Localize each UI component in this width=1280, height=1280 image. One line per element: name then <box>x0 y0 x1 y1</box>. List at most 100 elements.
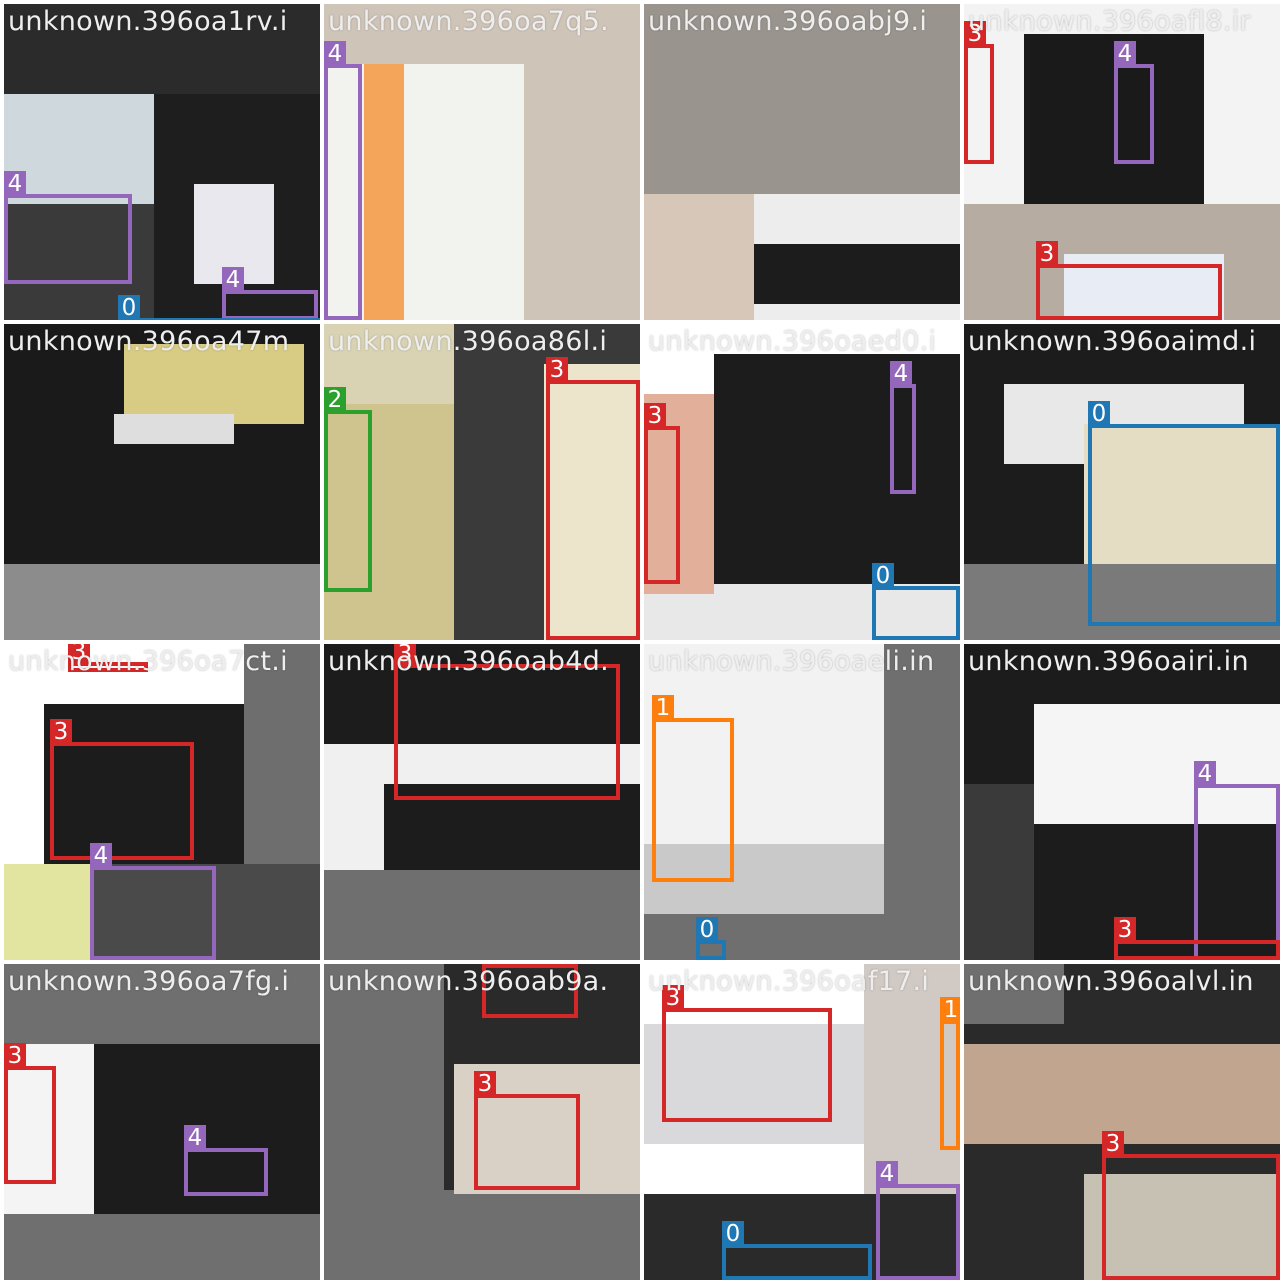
class-label: 3 <box>1114 917 1136 944</box>
bounding-box: 4 <box>222 267 318 320</box>
class-label: 3 <box>662 985 684 1012</box>
photo-region <box>364 64 404 320</box>
bounding-box: 3 <box>474 1071 580 1190</box>
class-label: 4 <box>4 171 26 198</box>
class-label: 0 <box>1088 401 1110 428</box>
tile-filename: unknown.396oaed0.i <box>648 326 937 357</box>
mosaic-tile: 3 1 4 0 unknown.396oaf17.i <box>644 964 960 1280</box>
photo-region <box>714 354 960 584</box>
bounding-box: 3 <box>50 719 194 860</box>
mosaic-tile: 3 3 4 unknown.396oa7ct.i <box>4 644 320 960</box>
tile-filename: unknown.396oa1rv.i <box>8 6 288 37</box>
class-label: 3 <box>68 644 90 666</box>
bounding-box: 4 <box>324 41 362 320</box>
photo-region <box>964 1044 1280 1144</box>
photo-region <box>4 964 320 1044</box>
photo-region <box>4 564 320 640</box>
photo-region <box>964 784 1034 960</box>
class-label: 0 <box>118 295 140 320</box>
bounding-box: 3 <box>68 644 148 672</box>
photo-region <box>4 1214 320 1280</box>
bounding-box: 3 <box>964 21 994 164</box>
mosaic-tile: 3 unknown.396oab4d. <box>324 644 640 960</box>
class-label: 2 <box>324 387 346 414</box>
tile-filename: unknown.396oalvl.in <box>968 966 1254 997</box>
bounding-box: 1 <box>652 695 734 882</box>
photo-region <box>324 644 640 744</box>
bounding-box: 4 <box>90 843 216 960</box>
class-label: 4 <box>876 1161 898 1188</box>
tile-filename: unknown.396oa86l.i <box>328 326 608 357</box>
bounding-box: 3 <box>546 357 640 640</box>
photo-region <box>324 870 640 960</box>
class-label: 0 <box>696 917 718 944</box>
photo-region <box>644 1024 864 1144</box>
photo-region <box>754 244 960 304</box>
mosaic-tile: 2 3 unknown.396oa86l.i <box>324 324 640 640</box>
mosaic-tile: 3 unknown.396oalvl.in <box>964 964 1280 1280</box>
bounding-box: 4 <box>876 1161 960 1280</box>
bounding-box: 4 <box>4 171 132 284</box>
class-label: 0 <box>872 563 894 590</box>
photo-region <box>644 4 960 194</box>
photo-region <box>1034 704 1280 824</box>
class-label: 3 <box>1102 1131 1124 1158</box>
bounding-box: 3 <box>394 644 620 800</box>
photo-region <box>324 404 454 640</box>
bounding-box: 4 <box>1194 761 1280 960</box>
class-label: 3 <box>964 21 986 48</box>
photo-region <box>114 414 234 444</box>
photo-region <box>644 914 884 960</box>
class-label: 0 <box>722 1221 744 1248</box>
class-label: 3 <box>394 644 416 668</box>
tile-filename: unknown.396oa7q5. <box>328 6 610 37</box>
mosaic-tile: unknown.396oabj9.i <box>644 4 960 320</box>
bounding-box: 4 <box>890 361 916 494</box>
class-label: 1 <box>940 997 960 1024</box>
class-label: 3 <box>50 719 72 746</box>
bounding-box: 0 <box>1088 401 1280 626</box>
photo-region <box>124 344 304 424</box>
class-label: 4 <box>1194 761 1216 788</box>
bounding-box: 0 <box>118 295 320 320</box>
tile-filename: unknown.396oaimd.i <box>968 326 1257 357</box>
bounding-box: 3 <box>644 403 680 584</box>
tile-filename: unknown.396oa7fg.i <box>8 966 290 997</box>
bounding-box: 2 <box>324 387 372 592</box>
mosaic-tile: 4 3 unknown.396oairi.in <box>964 644 1280 960</box>
class-label: 4 <box>890 361 912 388</box>
tile-filename: unknown.396oafl8.ir <box>968 6 1251 37</box>
class-label: 3 <box>546 357 568 384</box>
photo-region <box>44 704 244 864</box>
bounding-box: 4 <box>1114 41 1154 164</box>
tile-filename: unknown.396oaeli.in <box>648 646 935 677</box>
class-label: 1 <box>652 695 674 722</box>
mosaic-tile: 1 0 unknown.396oaeli.in <box>644 644 960 960</box>
photo-region <box>244 644 320 864</box>
tile-filename: unknown.396oaf17.i <box>648 966 930 997</box>
tile-filename: unknown.396oairi.in <box>968 646 1249 677</box>
photo-region <box>644 194 754 320</box>
bounding-box: 3 <box>1114 917 1280 960</box>
class-label: 4 <box>222 267 244 294</box>
photo-region <box>324 64 524 320</box>
mosaic-tile: unknown.396oa47m <box>4 324 320 640</box>
mosaic-tile: 0 unknown.396oaimd.i <box>964 324 1280 640</box>
tile-filename: unknown.396oabj9.i <box>648 6 928 37</box>
photo-region <box>1084 1174 1280 1280</box>
photo-region <box>544 364 640 640</box>
bounding-box: 3 <box>4 1043 56 1184</box>
mosaic-tile: 4 unknown.396oa7q5. <box>324 4 640 320</box>
class-label: 4 <box>90 843 112 870</box>
photo-region <box>4 864 94 960</box>
tile-filename: unknown.396oab9a. <box>328 966 609 997</box>
class-label: 4 <box>1114 41 1136 68</box>
tile-filename: unknown.396oab4d. <box>328 646 610 677</box>
tile-filename: unknown.396oa7ct.i <box>8 646 288 677</box>
bounding-box: 3 <box>482 964 578 1018</box>
class-label: 3 <box>4 1043 26 1070</box>
photo-region <box>94 1044 320 1244</box>
bounding-box: 3 <box>1036 241 1222 320</box>
class-label: 3 <box>644 403 666 430</box>
